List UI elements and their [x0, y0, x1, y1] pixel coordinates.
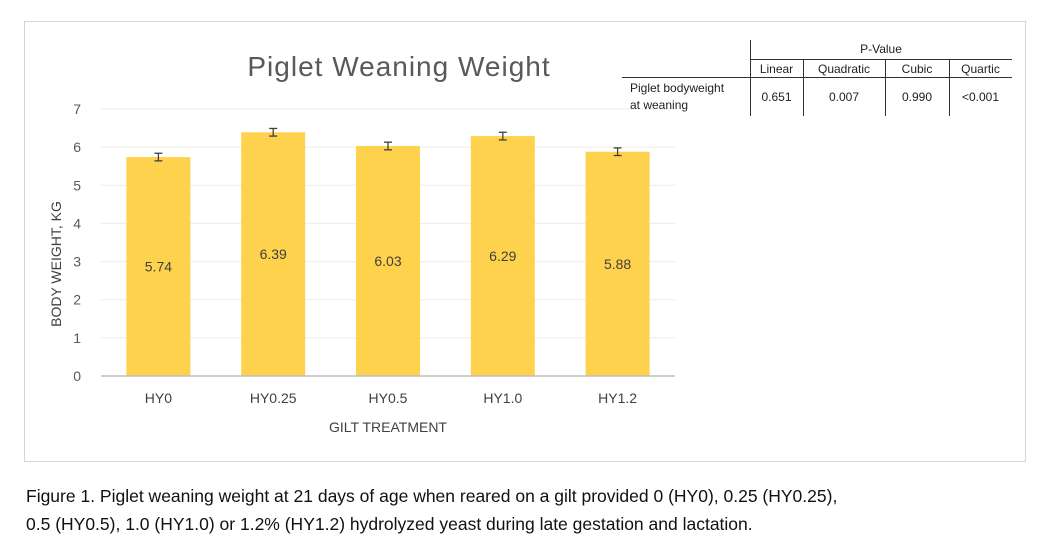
x-tick-label: HY1.0	[483, 390, 522, 406]
y-tick-label: 1	[73, 330, 81, 346]
y-tick-label: 5	[73, 177, 81, 193]
column-header-linear: Linear	[759, 62, 794, 76]
bar-hy0	[126, 157, 191, 376]
table-vline-4	[949, 59, 950, 116]
error-bar	[154, 152, 163, 162]
y-tick-label: 0	[73, 368, 81, 384]
y-tick-label: 7	[73, 101, 81, 117]
p-value-quartic: <0.001	[961, 90, 1000, 104]
column-header-quadratic: Quadratic	[817, 62, 871, 76]
data-label: 6.03	[374, 253, 401, 269]
y-tick-label: 2	[73, 292, 81, 308]
chart-title: Piglet Weaning Weight	[247, 51, 550, 82]
bar-hy1-2	[585, 151, 650, 376]
chart-frame: Piglet Weaning Weight 5.74 6.39 6.03 6.29 5.…	[24, 21, 1026, 462]
y-tick-label: 3	[73, 254, 81, 270]
column-header-quartic: Quartic	[961, 62, 1000, 76]
table-rule-top	[750, 59, 1012, 60]
x-tick-label: HY1.2	[598, 390, 637, 406]
error-bar	[269, 127, 278, 137]
y-tick-label: 4	[73, 215, 81, 231]
bar-chart: Piglet Weaning Weight 5.74 6.39 6.03 6.29 5.…	[48, 51, 675, 435]
column-header-cubic: Cubic	[901, 62, 933, 76]
data-label: 5.88	[604, 256, 631, 272]
x-axis-label: GILT TREATMENT	[329, 419, 447, 435]
p-value-quadratic: 0.007	[828, 90, 860, 104]
p-value-header: P-Value	[860, 42, 902, 56]
p-value-table: P-Value Linear Quadratic Cubic Quartic P…	[622, 40, 1012, 116]
bar-hy1-0	[470, 136, 535, 376]
row-label-line-1: Piglet bodyweight	[630, 81, 725, 95]
caption-line-2: 0.5 (HY0.5), 1.0 (HY1.0) or 1.2% (HY1.2)…	[26, 514, 753, 534]
row-label: Piglet bodyweight at weaning	[630, 80, 752, 114]
error-bar	[384, 141, 392, 151]
y-axis-label: BODY WEIGHT, KG	[48, 201, 64, 327]
data-label: 5.74	[145, 259, 172, 275]
caption-line-1: Figure 1. Piglet weaning weight at 21 da…	[26, 486, 838, 506]
error-bar	[613, 147, 622, 157]
table-rule-header	[622, 77, 1012, 78]
table-vline-2	[803, 59, 804, 116]
data-label: 6.39	[260, 246, 287, 262]
y-tick-label: 6	[73, 139, 81, 155]
error-bar	[498, 131, 507, 141]
bar-hy0-5	[356, 145, 420, 376]
figure-caption: Figure 1. Piglet weaning weight at 21 da…	[26, 482, 1026, 538]
table-vline-1	[750, 40, 751, 116]
bar-hy0-25	[241, 132, 306, 376]
row-label-line-2: at weaning	[630, 98, 689, 112]
x-tick-label: HY0.5	[369, 390, 408, 406]
p-value-cubic: 0.990	[901, 90, 933, 104]
data-label: 6.29	[489, 248, 516, 264]
p-value-linear: 0.651	[761, 90, 792, 104]
x-tick-label: HY0.25	[250, 390, 297, 406]
x-tick-label: HY0	[145, 390, 172, 406]
table-vline-3	[885, 59, 886, 116]
